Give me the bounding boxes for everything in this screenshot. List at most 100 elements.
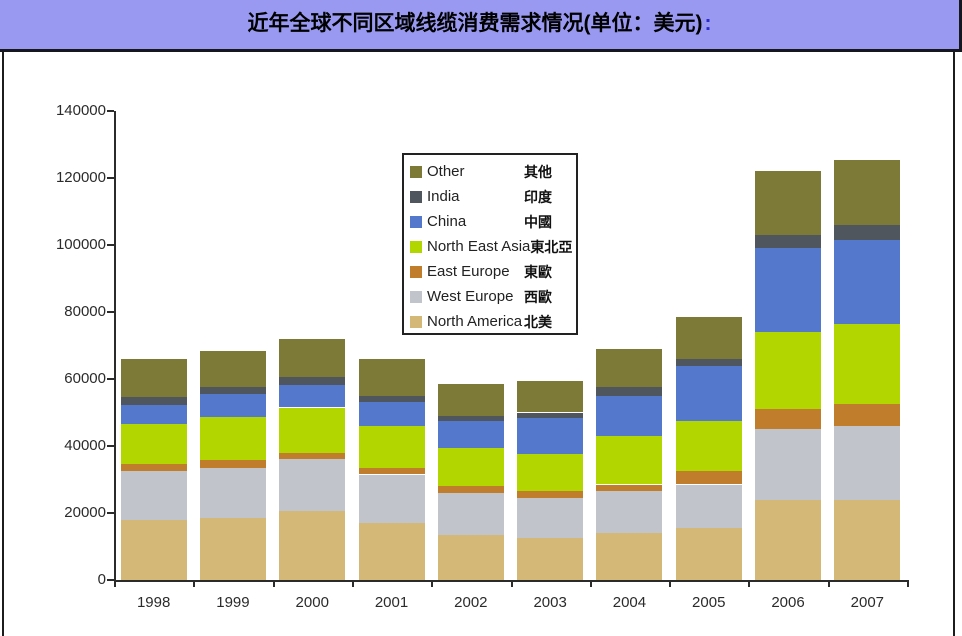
bar-segment-china-2006 (755, 248, 821, 333)
x-axis-label: 2005 (692, 594, 726, 611)
bar-segment-west-europe-2002 (437, 492, 504, 535)
x-tick (827, 582, 830, 587)
y-tick (107, 244, 114, 246)
bar-segment-other-2001 (358, 358, 425, 396)
x-tick (272, 582, 275, 587)
x-axis-label: 2006 (771, 594, 805, 611)
x-axis-label: 1999 (216, 594, 250, 611)
x-tick (431, 582, 434, 587)
bar-segment-north-america-2000 (279, 511, 346, 580)
legend: Other 其他 India 印度 China 中國 North East Asia 東北亞 E… (402, 153, 578, 335)
x-tick (907, 582, 909, 587)
bar-segment-india-2002 (437, 415, 504, 421)
x-tick (114, 582, 116, 587)
bar-segment-india-2006 (755, 235, 821, 249)
bar-segment-west-europe-2006 (755, 429, 821, 500)
legend-label-north-east-asia: North East Asia (427, 238, 531, 255)
bar-segment-north-east-asia-2004 (596, 435, 663, 485)
bar-segment-east-europe-2003 (517, 491, 584, 498)
y-tick (107, 177, 114, 179)
chart-area: 0 20000 40000 60000 80000 100000 120000 140000 1… (4, 52, 953, 636)
y-tick (107, 110, 114, 112)
legend-swatch-east-europe (410, 265, 422, 278)
legend-label-zh-other: 其他 (524, 163, 552, 180)
legend-item-india: India 印度 (410, 184, 576, 209)
legend-label-zh-india: 印度 (524, 188, 552, 205)
legend-item-other: Other 其他 (410, 159, 576, 184)
bar-segment-east-europe-2004 (596, 484, 663, 492)
bar-segment-west-europe-2004 (596, 491, 663, 534)
bar-segment-india-2007 (834, 224, 901, 240)
legend-item-china: China 中國 (410, 209, 576, 234)
legend-label-india: India (427, 188, 460, 205)
bar-segment-north-east-asia-2000 (279, 407, 346, 453)
y-tick (107, 311, 114, 313)
bar-segment-west-europe-2007 (834, 425, 901, 500)
bar-segment-north-east-asia-2003 (517, 454, 584, 492)
bar-segment-west-europe-2005 (675, 484, 742, 529)
bar-segment-other-2004 (596, 348, 663, 388)
bar-segment-north-america-2001 (358, 523, 425, 581)
legend-swatch-west-europe (410, 290, 422, 303)
legend-label-north-america: North America (427, 313, 523, 330)
x-axis-label: 2002 (454, 594, 488, 611)
y-axis-label: 140000 (55, 102, 106, 119)
bar-segment-north-east-asia-2007 (834, 323, 901, 405)
title-bar: 近年全球不同区域线缆消费需求情况(单位：美元): (0, 0, 962, 52)
bar-segment-north-america-2005 (675, 528, 742, 580)
legend-swatch-north-america (410, 315, 422, 328)
legend-swatch-other (410, 165, 422, 178)
y-tick (107, 378, 114, 380)
bar-segment-north-east-asia-2002 (437, 447, 504, 487)
bar-segment-other-1998 (120, 358, 187, 398)
y-axis-label: 80000 (64, 303, 106, 320)
y-axis-label: 120000 (55, 169, 106, 186)
bar-segment-other-2007 (834, 159, 901, 225)
x-axis-label: 2000 (295, 594, 329, 611)
legend-label-zh-west-europe: 西歐 (524, 288, 552, 305)
bar-segment-north-east-asia-1998 (120, 424, 187, 465)
bar-segment-other-2006 (755, 171, 821, 235)
bar-segment-north-east-asia-2001 (358, 425, 425, 468)
bar-segment-north-america-1999 (200, 518, 266, 580)
bar-segment-india-2001 (358, 395, 425, 403)
bar-segment-china-2007 (834, 240, 901, 324)
legend-label-zh-north-east-asia: 東北亞 (530, 238, 573, 255)
bar-segment-north-america-2002 (437, 534, 504, 580)
bar-segment-west-europe-2000 (279, 459, 346, 512)
y-axis-label: 40000 (64, 437, 106, 454)
y-tick (107, 512, 114, 514)
y-axis-label: 60000 (64, 370, 106, 387)
y-axis-label: 100000 (55, 236, 106, 253)
bar-segment-north-america-2003 (517, 538, 584, 580)
bar-segment-east-europe-1999 (200, 460, 266, 468)
bar-segment-china-2004 (596, 395, 663, 436)
x-tick (193, 582, 196, 587)
x-axis-line (114, 580, 909, 582)
bar-segment-india-2004 (596, 387, 663, 396)
x-axis-label: 2007 (850, 594, 885, 611)
x-axis-label: 2003 (533, 594, 567, 611)
bar-segment-other-2002 (437, 384, 504, 416)
bar-segment-china-2002 (437, 420, 504, 448)
bar-segment-west-europe-1999 (200, 467, 266, 519)
legend-label-east-europe: East Europe (427, 263, 510, 280)
bar-segment-east-europe-2007 (834, 404, 901, 426)
y-axis-label: 0 (97, 571, 106, 588)
bar-segment-north-east-asia-2006 (755, 332, 821, 410)
bar-segment-other-1999 (200, 350, 266, 388)
bar-segment-north-america-1998 (120, 519, 187, 580)
bar-segment-other-2005 (675, 317, 742, 359)
bar-segment-east-europe-2000 (279, 452, 346, 460)
y-axis-line (114, 111, 116, 584)
bar-segment-china-1999 (200, 394, 266, 417)
legend-label-china: China (427, 213, 467, 230)
x-tick (351, 582, 354, 587)
bar-segment-other-2000 (279, 338, 346, 378)
legend-item-north-east-asia: North East Asia 東北亞 (410, 234, 576, 259)
bar-segment-china-2003 (517, 417, 584, 455)
bar-segment-india-2005 (675, 358, 742, 366)
x-tick (589, 582, 592, 587)
bar-segment-north-america-2007 (834, 499, 901, 580)
x-tick (669, 582, 672, 587)
